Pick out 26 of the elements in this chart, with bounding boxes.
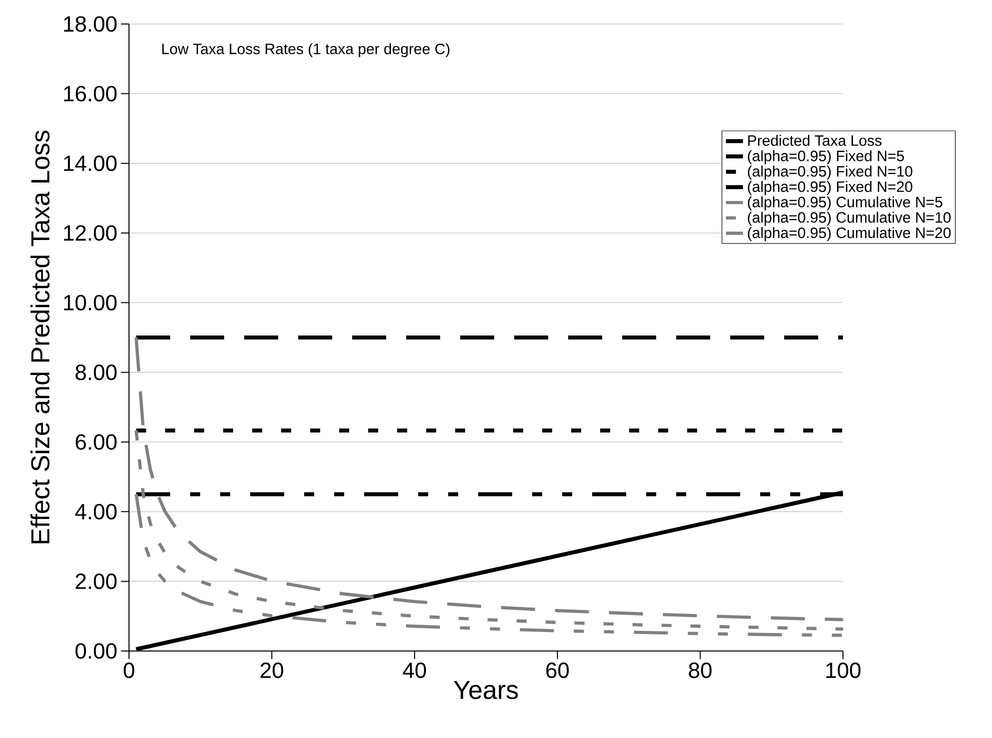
legend-label: (alpha=0.95) Cumulative N=20 [748,227,951,242]
legend-label: (alpha=0.95) Cumulative N=5 [748,196,942,210]
legend-label: (alpha=0.95) Cumulative N=10 [748,212,951,226]
y-tick-label: 6.00 [76,434,117,450]
legend-label: (alpha=0.95) Fixed N=10 [748,166,912,180]
y-tick-label: 14.00 [64,156,117,172]
x-tick-label: 20 [260,662,284,678]
x-tick-label: 80 [688,662,712,678]
x-tick-label: 60 [546,662,569,678]
annotation: Low Taxa Loss Rates (1 taxa per degree C) [162,43,450,58]
legend-label: (alpha=0.95) Fixed N=5 [748,150,904,164]
y-axis-title: Effect Size and Predicted Taxa Loss [30,130,50,544]
y-tick-label: 16.00 [64,86,117,102]
x-tick-label: 40 [402,662,426,678]
y-tick-label: 10.00 [64,294,117,310]
y-tick-label: 0.00 [76,643,117,659]
y-tick-label: 4.00 [75,504,117,520]
y-tick-label: 8.00 [76,364,117,380]
legend-label: (alpha=0.95) Fixed N=20 [748,180,912,195]
y-tick-label: 12.00 [64,225,117,241]
y-tick-label: 2.00 [76,574,117,590]
legend-label: Predicted Taxa Loss [748,134,882,146]
x-tick-label: 100 [826,662,860,678]
x-tick-label: 0 [124,662,134,678]
y-tick-label: 18.00 [64,16,117,32]
x-axis-title: Years [454,680,518,700]
